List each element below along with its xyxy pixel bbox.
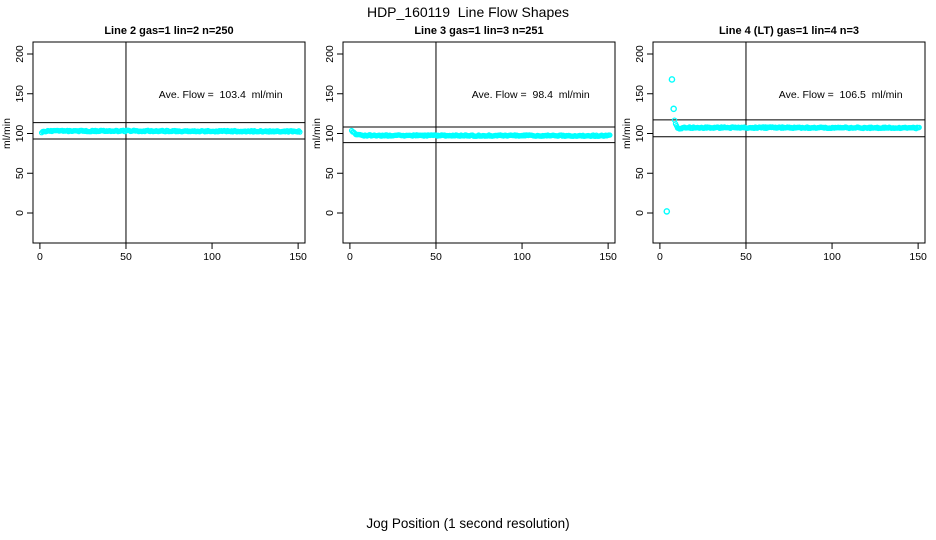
x-tick-label: 100 — [513, 251, 531, 263]
x-tick-label: 0 — [657, 251, 663, 263]
data-point — [295, 129, 301, 135]
x-tick-label: 0 — [347, 251, 353, 263]
panel-title: Line 2 gas=1 lin=2 n=250 — [104, 25, 233, 37]
y-axis: 0 50 100 150 200 — [324, 45, 343, 216]
y-tick-label: 100 — [634, 125, 646, 143]
panel-1: Line 2 gas=1 lin=2 n=250 0 50 100 150 0 50 100 1… — [0, 18, 312, 270]
x-tick-label: 50 — [120, 251, 132, 263]
ave-flow-annotation: Ave. Flow = 106.5 ml/min — [779, 89, 903, 101]
plot-box — [652, 41, 926, 244]
outlier-point — [668, 76, 676, 83]
data-points — [663, 76, 922, 215]
y-tick-label: 100 — [324, 125, 336, 143]
y-axis-title: ml/min — [1, 118, 13, 149]
x-axis: 0 50 100 150 — [37, 243, 307, 263]
y-tick-label: 200 — [634, 45, 646, 63]
ave-flow-annotation: Ave. Flow = 103.4 ml/min — [159, 89, 283, 101]
y-tick-label: 50 — [324, 167, 336, 179]
y-tick-label: 50 — [14, 167, 26, 179]
y-tick-label: 0 — [324, 210, 336, 216]
y-tick-label: 0 — [634, 210, 646, 216]
figure-title: HDP_160119 Line Flow Shapes — [366, 4, 570, 20]
panel-2-plot: Line 3 gas=1 lin=3 n=251 0 50 100 150 0 50 100 1… — [311, 25, 617, 263]
x-axis-title: Jog Position (1 second resolution) — [366, 516, 570, 531]
x-axis: 0 50 100 150 — [657, 243, 927, 263]
panel-3: Line 4 (LT) gas=1 lin=4 n=3 0 50 100 150 0 50 1… — [620, 18, 932, 270]
outlier-point — [670, 105, 677, 113]
y-tick-label: 150 — [14, 85, 26, 103]
x-axis: 0 50 100 150 — [347, 243, 617, 263]
ave-flow-annotation: Ave. Flow = 98.4 ml/min — [472, 89, 590, 101]
x-tick-label: 50 — [430, 251, 442, 263]
panel-title: Line 4 (LT) gas=1 lin=4 n=3 — [719, 25, 859, 37]
x-tick-label: 0 — [37, 251, 43, 263]
y-tick-label: 200 — [14, 45, 26, 63]
outlier-point — [663, 208, 671, 215]
y-axis: 0 50 100 150 200 — [14, 45, 33, 216]
panels-row: Line 2 gas=1 lin=2 n=250 0 50 100 150 0 50 100 1… — [0, 18, 936, 278]
y-tick-label: 0 — [14, 210, 26, 216]
data-point — [607, 132, 613, 138]
x-tick-label: 150 — [289, 251, 307, 263]
x-tick-label: 100 — [823, 251, 841, 263]
panel-2: Line 3 gas=1 lin=3 n=251 0 50 100 150 0 50 100 1… — [310, 18, 622, 270]
data-point — [297, 129, 303, 135]
y-axis-title: ml/min — [311, 118, 323, 149]
panel-1-plot: Line 2 gas=1 lin=2 n=250 0 50 100 150 0 50 100 1… — [1, 25, 307, 263]
data-point — [916, 124, 922, 131]
data-points — [348, 127, 613, 139]
data-points — [38, 127, 303, 136]
y-tick-label: 150 — [324, 85, 336, 103]
y-axis-title: ml/min — [621, 118, 633, 149]
y-tick-label: 50 — [634, 167, 646, 179]
x-tick-label: 50 — [740, 251, 752, 263]
panel-3-plot: Line 4 (LT) gas=1 lin=4 n=3 0 50 100 150 0 50 1… — [621, 25, 927, 263]
y-tick-label: 150 — [634, 85, 646, 103]
plot-box — [32, 41, 306, 244]
y-tick-label: 200 — [324, 45, 336, 63]
y-axis: 0 50 100 150 200 — [634, 45, 653, 216]
x-tick-label: 150 — [599, 251, 617, 263]
y-tick-label: 100 — [14, 125, 26, 143]
x-tick-label: 100 — [203, 251, 221, 263]
panel-title: Line 3 gas=1 lin=3 n=251 — [414, 25, 543, 37]
x-tick-label: 150 — [909, 251, 927, 263]
